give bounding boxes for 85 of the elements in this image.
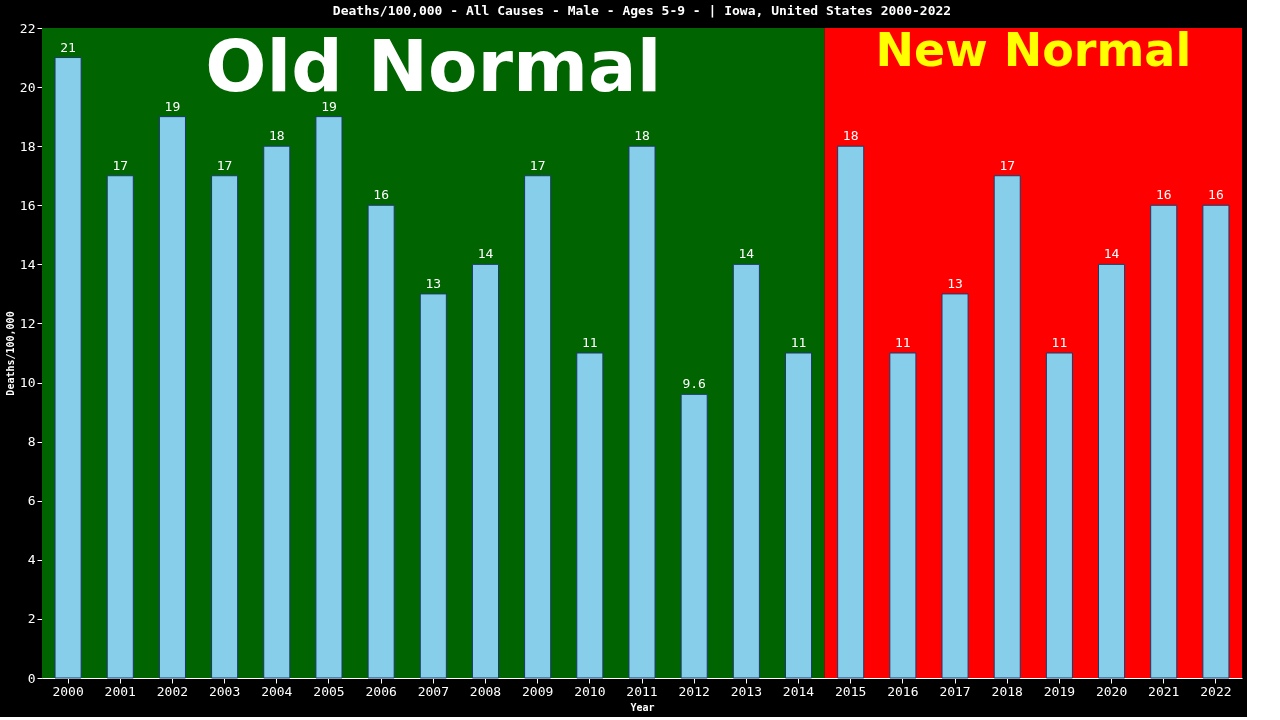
data-label: 14 bbox=[477, 246, 494, 262]
x-tick-label: 2022 bbox=[1200, 683, 1232, 699]
bar bbox=[524, 175, 552, 679]
data-label: 18 bbox=[842, 128, 859, 144]
bar bbox=[680, 393, 708, 679]
data-label: 17 bbox=[529, 157, 546, 173]
y-axis-title: Deaths/100,000 bbox=[4, 311, 16, 396]
data-label: 9.6 bbox=[682, 376, 706, 392]
data-label: 16 bbox=[373, 187, 389, 203]
bar bbox=[576, 352, 604, 679]
bar bbox=[941, 293, 969, 679]
x-tick-label: 2013 bbox=[730, 683, 762, 699]
x-tick-label: 2018 bbox=[991, 683, 1023, 699]
bar bbox=[993, 175, 1021, 679]
bar bbox=[263, 145, 291, 679]
band-label: New Normal bbox=[875, 23, 1192, 77]
x-tick-label: 2003 bbox=[208, 683, 241, 699]
y-tick-label: 4 bbox=[27, 552, 36, 568]
bar bbox=[54, 57, 82, 679]
y-tick-label: 22 bbox=[19, 20, 36, 36]
bar bbox=[158, 116, 186, 679]
y-tick-label: 0 bbox=[27, 670, 36, 686]
bar bbox=[367, 204, 395, 679]
x-tick-label: 2008 bbox=[469, 683, 502, 699]
data-label: 18 bbox=[268, 128, 285, 144]
bar bbox=[1098, 263, 1126, 679]
y-tick-label: 18 bbox=[19, 138, 36, 154]
x-tick-label: 2019 bbox=[1043, 683, 1076, 699]
data-label: 17 bbox=[999, 157, 1016, 173]
x-tick-label: 2016 bbox=[887, 683, 919, 699]
data-label: 19 bbox=[321, 98, 337, 114]
x-tick-label: 2012 bbox=[678, 683, 710, 699]
x-tick-label: 2000 bbox=[52, 683, 84, 699]
data-label: 13 bbox=[947, 275, 963, 291]
data-label: 21 bbox=[60, 39, 76, 55]
x-tick-label: 2002 bbox=[156, 683, 189, 699]
data-label: 11 bbox=[895, 335, 911, 350]
y-tick-label: 8 bbox=[27, 434, 36, 450]
bar bbox=[315, 116, 343, 679]
x-tick-label: 2009 bbox=[522, 683, 554, 699]
x-tick-label: 2007 bbox=[417, 683, 449, 699]
bar bbox=[628, 145, 656, 679]
data-label: 19 bbox=[164, 98, 181, 114]
data-label: 16 bbox=[1208, 187, 1224, 203]
y-tick-label: 12 bbox=[19, 315, 36, 331]
data-label: 11 bbox=[790, 335, 807, 350]
data-label: 11 bbox=[582, 335, 598, 350]
chart-title: Deaths/100,000 - All Causes - Male - Ages 5-9 - | Iowa, United States 2000-2022 bbox=[332, 3, 952, 18]
bar bbox=[784, 352, 813, 679]
y-tick-label: 2 bbox=[27, 611, 36, 627]
y-tick-label: 20 bbox=[19, 79, 36, 95]
x-tick-label: 2001 bbox=[104, 683, 136, 699]
data-label: 17 bbox=[112, 157, 129, 173]
data-label: 11 bbox=[1051, 335, 1068, 350]
x-tick-label: 2014 bbox=[782, 683, 815, 699]
y-tick-label: 14 bbox=[19, 256, 36, 272]
bar bbox=[211, 175, 239, 679]
x-tick-label: 2017 bbox=[939, 683, 971, 699]
x-tick-label: 2020 bbox=[1095, 683, 1128, 699]
bar bbox=[1045, 352, 1073, 679]
data-label: 14 bbox=[738, 246, 755, 262]
data-label: 14 bbox=[1103, 246, 1120, 262]
x-tick-label: 2004 bbox=[261, 683, 293, 699]
bar bbox=[837, 145, 865, 679]
x-tick-label: 2021 bbox=[1148, 683, 1180, 699]
y-tick-label: 6 bbox=[27, 493, 36, 509]
bar bbox=[471, 263, 500, 679]
y-tick-label: 10 bbox=[19, 375, 36, 391]
data-label: 16 bbox=[1155, 187, 1172, 203]
x-tick-label: 2010 bbox=[574, 683, 606, 699]
data-label: 18 bbox=[634, 128, 650, 144]
x-tick-label: 2005 bbox=[313, 683, 345, 699]
bar bbox=[106, 175, 134, 679]
bar bbox=[889, 352, 917, 679]
bar bbox=[1202, 204, 1230, 679]
x-tick-label: 2006 bbox=[365, 683, 397, 699]
bar bbox=[419, 293, 447, 679]
y-tick-label: 16 bbox=[19, 197, 36, 213]
data-label: 17 bbox=[216, 157, 233, 173]
x-tick-label: 2015 bbox=[835, 683, 867, 699]
x-tick-label: 2011 bbox=[626, 683, 658, 699]
bar bbox=[732, 263, 760, 679]
bar bbox=[1150, 204, 1178, 679]
x-axis-title: Year bbox=[630, 701, 655, 713]
data-label: 13 bbox=[425, 275, 442, 291]
